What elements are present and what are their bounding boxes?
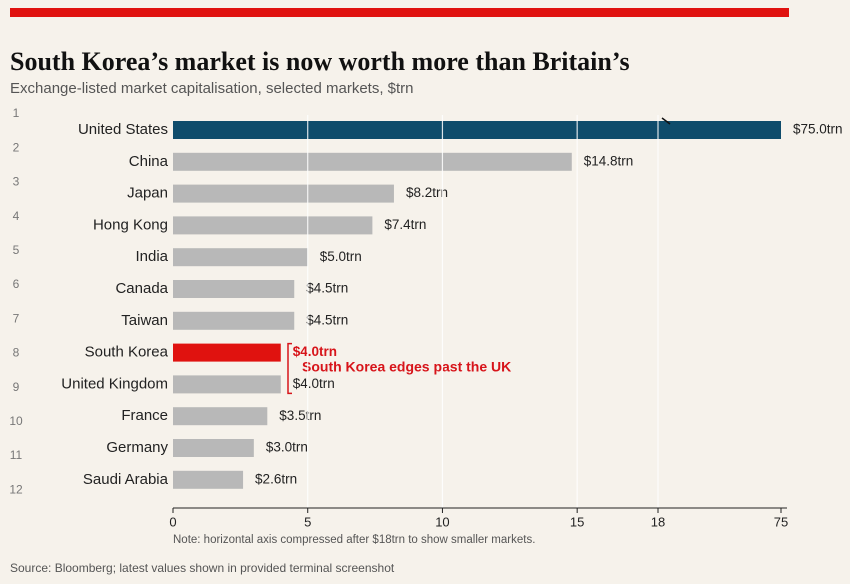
rank-label: 12 (9, 482, 23, 496)
axis-note: Note: horizontal axis compressed after $… (173, 534, 535, 546)
bar (173, 248, 308, 267)
value-label: $3.5trn (279, 408, 321, 423)
top-band (10, 8, 789, 17)
rank-label: 7 (13, 311, 20, 325)
x-tick-label: 10 (435, 514, 449, 529)
y-tick-label: Taiwan (121, 312, 168, 329)
y-tick-label: Hong Kong (93, 216, 168, 233)
bar (173, 311, 295, 330)
bar (173, 216, 373, 235)
annotation-bracket (287, 342, 292, 395)
bar (173, 439, 254, 457)
y-tick-label: South Korea (85, 344, 169, 361)
rank-label: 4 (13, 209, 20, 223)
x-tick-label: 0 (169, 514, 176, 529)
value-label: $75.0trn (793, 122, 843, 137)
value-label: $4.0trn (293, 344, 337, 359)
axis-break-mark (661, 117, 671, 125)
value-label: $3.0trn (266, 440, 308, 455)
value-label: $2.6trn (255, 471, 297, 486)
y-tick-label: Japan (127, 185, 168, 202)
rank-label: 9 (13, 380, 20, 394)
rank-label: 2 (13, 140, 20, 154)
rank-label: 6 (13, 277, 20, 291)
value-label: $7.4trn (384, 217, 426, 232)
value-label: $4.0trn (293, 376, 335, 391)
y-tick-label: China (129, 153, 169, 170)
y-tick-label: France (121, 407, 168, 424)
rank-label: 1 (13, 106, 20, 120)
bar (173, 470, 244, 489)
value-label: $5.0trn (320, 249, 362, 264)
bar (173, 375, 281, 394)
annotation: South Korea edges past the UK (302, 359, 511, 375)
bar (173, 184, 394, 203)
rank-label: 3 (13, 175, 20, 189)
rank-label: 8 (13, 346, 20, 360)
chart-subtitle: Exchange-listed market capitalisation, s… (10, 80, 414, 97)
source: Source: Bloomberg; latest values shown i… (10, 561, 395, 575)
bar (173, 280, 295, 298)
bar (173, 121, 781, 139)
value-label: $4.5trn (306, 281, 348, 296)
y-tick-label: Germany (106, 439, 168, 456)
y-tick-label: United Kingdom (61, 375, 168, 392)
y-tick-label: Saudi Arabia (83, 471, 169, 488)
rank-label: 11 (10, 448, 23, 462)
bar (173, 343, 281, 362)
value-label: $14.8trn (584, 153, 634, 168)
y-tick-label: Canada (115, 280, 168, 297)
x-tick-label: 15 (570, 514, 584, 529)
rank-label: 5 (13, 243, 20, 257)
bar (173, 407, 268, 426)
y-tick-label: United States (78, 121, 168, 138)
bar (173, 152, 572, 171)
x-tick-label: 75 (774, 514, 788, 529)
chart-title: South Korea’s market is now worth more t… (10, 47, 630, 76)
value-label: $8.2trn (406, 185, 448, 200)
value-label: $4.5trn (306, 312, 348, 327)
x-tick-label: 5 (304, 514, 311, 529)
rank-label: 10 (9, 414, 23, 428)
y-tick-label: India (135, 248, 168, 265)
x-tick-label: 18 (651, 514, 665, 529)
